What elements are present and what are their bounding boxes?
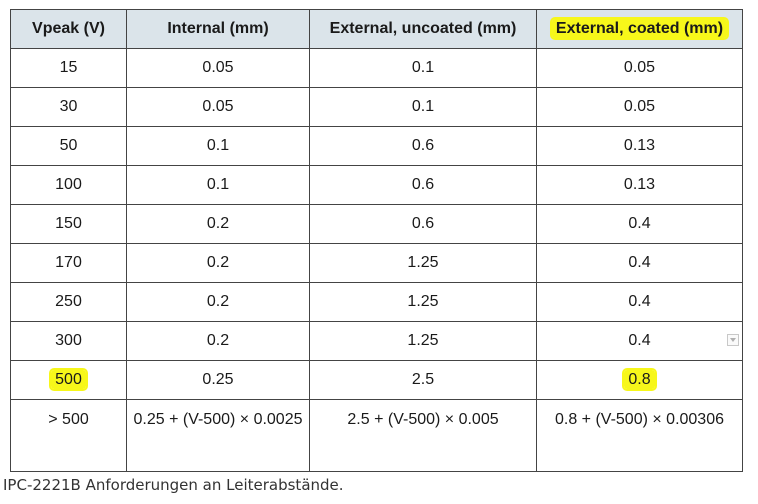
cell-vpeak: 250 — [10, 282, 127, 322]
cell-coated: 0.13 — [536, 165, 743, 205]
cell-vpeak: 150 — [10, 204, 127, 244]
table-row: 300 0.2 1.25 0.4 — [10, 321, 743, 361]
cell-uncoated: 1.25 — [309, 282, 537, 322]
header-internal: Internal (mm) — [126, 9, 310, 49]
cell-internal: 0.25 + (V-500) × 0.0025 — [126, 399, 310, 472]
cell-internal: 0.1 — [126, 165, 310, 205]
cell-coated: 0.4 — [536, 204, 743, 244]
cell-internal: 0.2 — [126, 204, 310, 244]
cell-vpeak: 300 — [10, 321, 127, 361]
cell-uncoated: 0.6 — [309, 126, 537, 166]
cell-uncoated: 1.25 — [309, 321, 537, 361]
cell-internal: 0.2 — [126, 282, 310, 322]
cell-coated: 0.8 — [536, 360, 743, 400]
table-row: 170 0.2 1.25 0.4 — [10, 243, 743, 283]
cell-coated: 0.8 + (V-500) × 0.00306 — [536, 399, 743, 472]
chevron-down-icon[interactable] — [727, 334, 739, 346]
cell-internal: 0.05 — [126, 48, 310, 88]
cell-vpeak: 170 — [10, 243, 127, 283]
cell-coated-value: 0.4 — [628, 332, 651, 349]
cell-coated: 0.4 — [536, 282, 743, 322]
header-external-coated: External, coated (mm) — [536, 9, 743, 49]
cell-internal: 0.1 — [126, 126, 310, 166]
table-row: 250 0.2 1.25 0.4 — [10, 282, 743, 322]
cell-vpeak: 500 — [10, 360, 127, 400]
cell-coated: 0.4 — [536, 321, 743, 361]
cell-uncoated: 2.5 — [309, 360, 537, 400]
figure-caption: IPC-2221B Anforderungen an Leiterabständ… — [3, 476, 344, 494]
cell-uncoated: 0.1 — [309, 48, 537, 88]
cell-vpeak: 15 — [10, 48, 127, 88]
highlighted-header-label: External, coated (mm) — [551, 19, 728, 38]
table-row: 150 0.2 0.6 0.4 — [10, 204, 743, 244]
cell-vpeak: 50 — [10, 126, 127, 166]
cell-vpeak: 30 — [10, 87, 127, 127]
table-row: 50 0.1 0.6 0.13 — [10, 126, 743, 166]
table-row: 100 0.1 0.6 0.13 — [10, 165, 743, 205]
cell-uncoated: 0.6 — [309, 165, 537, 205]
cell-coated: 0.05 — [536, 48, 743, 88]
cell-internal: 0.2 — [126, 243, 310, 283]
table-row-formula: > 500 0.25 + (V-500) × 0.0025 2.5 + (V-5… — [10, 399, 743, 472]
highlighted-vpeak: 500 — [51, 370, 86, 389]
cell-vpeak: > 500 — [10, 399, 127, 472]
header-vpeak: Vpeak (V) — [10, 9, 127, 49]
cell-uncoated: 0.1 — [309, 87, 537, 127]
table-row: 30 0.05 0.1 0.05 — [10, 87, 743, 127]
cell-uncoated: 1.25 — [309, 243, 537, 283]
cell-internal: 0.25 — [126, 360, 310, 400]
cell-coated: 0.13 — [536, 126, 743, 166]
table-row-highlighted: 500 0.25 2.5 0.8 — [10, 360, 743, 400]
cell-coated: 0.4 — [536, 243, 743, 283]
cell-vpeak: 100 — [10, 165, 127, 205]
cell-uncoated: 2.5 + (V-500) × 0.005 — [309, 399, 537, 472]
cell-coated: 0.05 — [536, 87, 743, 127]
cell-uncoated: 0.6 — [309, 204, 537, 244]
cell-internal: 0.05 — [126, 87, 310, 127]
table-row: 15 0.05 0.1 0.05 — [10, 48, 743, 88]
table-header-row: Vpeak (V) Internal (mm) External, uncoat… — [10, 9, 743, 49]
cell-internal: 0.2 — [126, 321, 310, 361]
clearance-table: Vpeak (V) Internal (mm) External, uncoat… — [10, 9, 743, 472]
header-external-uncoated: External, uncoated (mm) — [309, 9, 537, 49]
highlighted-coated: 0.8 — [624, 370, 655, 389]
